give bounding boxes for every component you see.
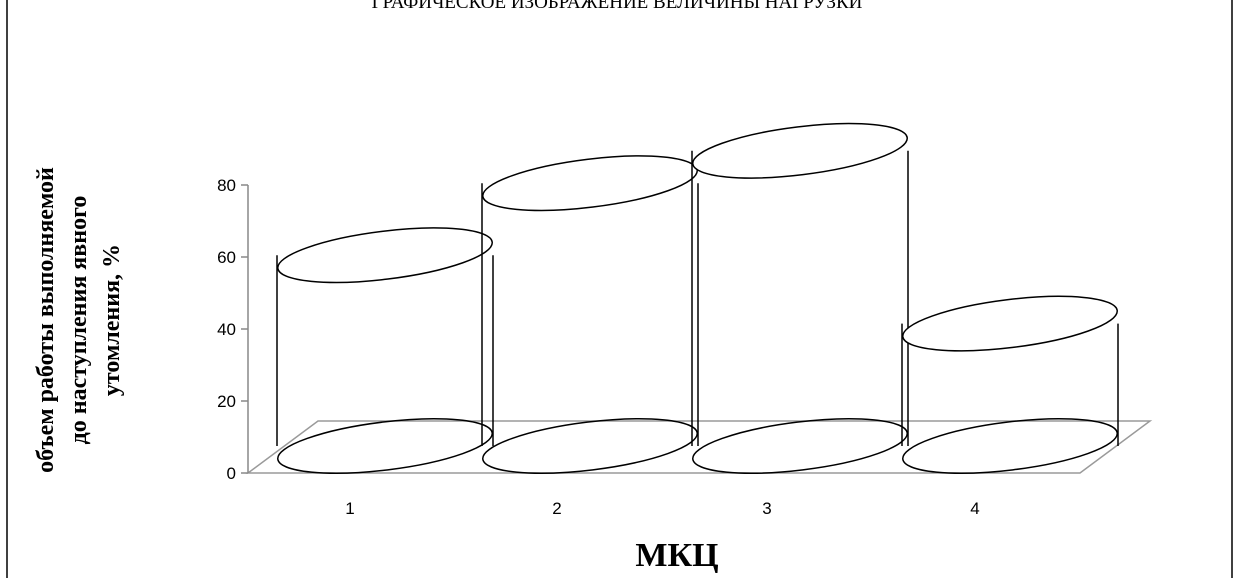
x-tick-label: 1 [345,499,354,518]
cylinder-base [902,418,1118,474]
bars [276,122,1119,474]
x-axis-ticks: 1 2 3 4 [345,499,979,518]
y-tick-label: 80 [217,176,236,195]
y-tick-label: 20 [217,392,236,411]
chart-floor [245,420,1153,474]
y-axis-label: объем работы выполняемой до наступления я… [33,167,125,473]
bar-cylinder [481,155,699,474]
x-tick-label: 2 [552,499,561,518]
y-tick-label: 0 [227,464,236,483]
cylinder-base [277,418,493,474]
cylinder-top [902,295,1118,352]
y-tick-label: 60 [217,248,236,267]
x-tick-label: 3 [762,499,771,518]
cylinder-top [277,227,493,284]
cylinder-base [482,418,698,474]
floor-plane [245,420,1153,474]
y-tick-label: 40 [217,320,236,339]
y-axis-label-line: утомления, % [99,244,125,396]
cylinder-base [692,418,908,474]
chart-title: ГРАФИЧЕСКОЕ ИЗОБРАЖЕНИЕ ВЕЛИЧИНЫ НАГРУЗК… [372,0,863,13]
chart-frame [6,0,1233,581]
y-axis-label-line: до наступления явного [66,196,92,445]
bar-cylinder [901,295,1119,474]
cylinder-top [692,122,908,179]
cylinder-top [482,155,698,212]
bar-cylinder [276,227,494,474]
x-axis-label: МКЦ [635,537,718,574]
bar-cylinder [691,122,909,474]
y-axis-label-line: объем работы выполняемой [33,167,59,473]
x-tick-label: 4 [970,499,979,518]
y-axis: 0 20 40 60 80 [217,176,249,483]
